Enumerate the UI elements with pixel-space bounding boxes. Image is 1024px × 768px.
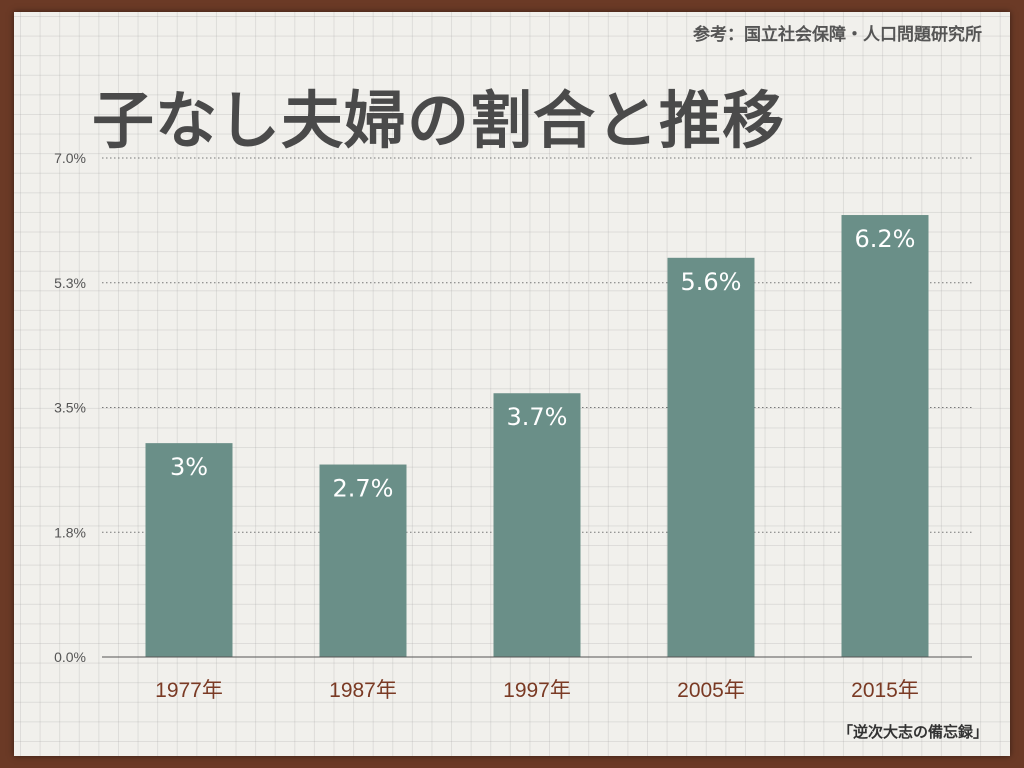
x-tick-label: 1977年 (155, 679, 223, 702)
bar (841, 215, 929, 657)
slide: 参考：国立社会保障・人口問題研究所 子なし夫婦の割合と推移 0.0% 1.8% 3.… (14, 12, 1010, 756)
bar (145, 443, 233, 657)
chart-title: 子なし夫婦の割合と推移 (92, 84, 786, 157)
bar-value-label: 2.7% (333, 475, 394, 503)
y-tick-label: 7.0% (54, 150, 86, 166)
blog-credit: 「逆次大志の備忘録」 (837, 723, 988, 741)
y-tick-label: 5.3% (54, 275, 86, 291)
y-tick-label: 0.0% (54, 649, 86, 665)
x-tick-label: 1997年 (503, 679, 571, 702)
bar (319, 464, 407, 657)
bar-value-label: 3.7% (507, 403, 568, 431)
y-axis-ticks: 0.0% 1.8% 3.5% 5.3% 7.0% (54, 150, 86, 665)
bar (667, 257, 755, 657)
x-tick-label: 1987年 (329, 679, 397, 702)
x-axis-labels: 1977年 1987年 1997年 2005年 2015年 (155, 679, 919, 702)
y-tick-label: 3.5% (54, 400, 86, 416)
bar-value-label: 5.6% (681, 268, 742, 296)
bars: 3% 2.7% 3.7% 5.6% 6.2% (145, 215, 929, 657)
y-tick-label: 1.8% (54, 524, 86, 540)
bar-value-label: 6.2% (855, 225, 916, 253)
grid-lines (102, 157, 972, 533)
bar-value-label: 3% (170, 453, 208, 481)
bar (493, 393, 581, 657)
x-tick-label: 2015年 (851, 679, 919, 702)
bar-chart: 0.0%1.8%3.5%5.3%7.0% 3%2.7%3.7%5.6%6.2% … (54, 150, 972, 702)
x-tick-label: 2005年 (677, 679, 745, 702)
source-note: 参考：国立社会保障・人口問題研究所 (693, 25, 982, 45)
